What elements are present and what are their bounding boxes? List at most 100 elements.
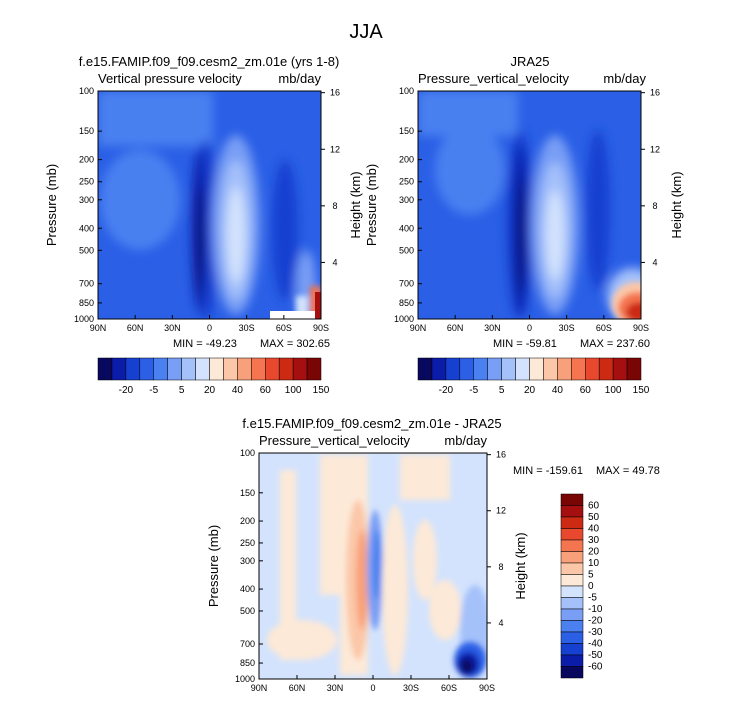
colorbar-label: -20 xyxy=(588,616,603,627)
colorbar-swatch xyxy=(487,357,502,381)
x-tick-label: 0 xyxy=(527,323,532,333)
colorbar-label: 60 xyxy=(588,501,600,512)
colorbar-swatch xyxy=(560,551,584,564)
colorbar-swatch xyxy=(97,357,113,381)
panel-reanalysis-title: JRA25 xyxy=(510,54,549,69)
colorbar-label: 5 xyxy=(499,385,505,396)
colorbar-swatch xyxy=(560,574,584,587)
colorbar-swatch xyxy=(195,357,210,381)
panel-model-min: MIN = -49.23 xyxy=(173,338,237,350)
y-tick-label: 300 xyxy=(399,195,414,205)
colorbar-label: 50 xyxy=(588,512,600,523)
colorbar-swatch xyxy=(560,539,584,552)
colorbar-swatch xyxy=(501,357,516,381)
height-tick-label: 4 xyxy=(498,618,503,628)
panel-difference-title: f.e15.FAMIP.f09_f09.cesm2_zm.01e - JRA25 xyxy=(242,416,501,431)
colorbar-swatch xyxy=(571,357,586,381)
x-tick-label: 90N xyxy=(251,683,268,693)
colorbar-swatch xyxy=(278,357,294,381)
panel-model-field xyxy=(98,91,321,319)
panel-model: f.e15.FAMIP.f09_f09.cesm2_zm.01e (yrs 1-… xyxy=(44,54,363,350)
y-tick-label: 1000 xyxy=(74,314,94,324)
y-tick-label: 150 xyxy=(240,488,255,498)
colorbar-swatch xyxy=(237,357,252,381)
colorbar-swatch xyxy=(459,357,474,381)
colorbar-swatch xyxy=(585,357,600,381)
y-tick-label: 400 xyxy=(79,223,94,233)
y-tick-label: 400 xyxy=(399,223,414,233)
colorbar-label: 100 xyxy=(605,385,622,396)
x-tick-label: 30N xyxy=(327,683,344,693)
colorbar-label: 150 xyxy=(313,385,330,396)
y-tick-label: 200 xyxy=(79,155,94,165)
x-tick-label: 60S xyxy=(596,323,612,333)
height-tick-label: 12 xyxy=(650,144,660,154)
colorbar-swatch xyxy=(626,357,642,381)
colorbar-swatch xyxy=(111,357,127,381)
figure-title: JJA xyxy=(349,21,383,43)
colorbar-label: 40 xyxy=(588,524,600,535)
colorbar-swatch xyxy=(560,585,584,598)
panel-model-max: MAX = 302.65 xyxy=(260,338,330,350)
colorbar-label: -5 xyxy=(588,593,597,604)
colorbar-swatch xyxy=(560,597,584,610)
colorbar-swatch xyxy=(125,357,141,381)
y-tick-label: 300 xyxy=(79,195,94,205)
panel-model-ylabel: Pressure (mb) xyxy=(44,164,59,246)
panel-difference-axes: 90N 60N 30N 0 30S 60S 90S 100 150 200 250 300 400 500… xyxy=(235,448,506,693)
y-tick-label: 1000 xyxy=(235,674,255,684)
height-tick-label: 12 xyxy=(496,506,506,516)
colorbar-label: -5 xyxy=(149,385,158,396)
x-tick-label: 60N xyxy=(127,323,144,333)
height-tick-label: 4 xyxy=(332,257,337,267)
panel-difference-ylabel: Pressure (mb) xyxy=(206,525,221,607)
x-tick-label: 90S xyxy=(313,323,329,333)
y-tick-label: 700 xyxy=(399,279,414,289)
colorbar-swatch xyxy=(167,357,182,381)
panel-difference-variable: Pressure_vertical_velocity xyxy=(259,433,411,448)
colorbar-swatch xyxy=(560,528,584,541)
x-tick-label: 30S xyxy=(559,323,575,333)
colorbar-label: -40 xyxy=(588,639,603,650)
y-tick-label: 100 xyxy=(399,86,414,96)
y-tick-label: 850 xyxy=(399,298,414,308)
colorbar-swatch xyxy=(560,620,584,633)
colorbar-swatch xyxy=(251,357,266,381)
panel-difference-min: MIN = -159.61 xyxy=(513,465,583,477)
x-tick-label: 60N xyxy=(289,683,306,693)
colorbar-label: 20 xyxy=(524,385,536,396)
x-tick-label: 90N xyxy=(90,323,107,333)
x-tick-label: 90N xyxy=(410,323,427,333)
y-tick-label: 250 xyxy=(240,538,255,548)
height-tick-label: 8 xyxy=(652,201,657,211)
colorbar-swatch xyxy=(560,608,584,621)
colorbar-label: -60 xyxy=(588,662,603,673)
colorbar-label: 5 xyxy=(588,570,594,581)
x-tick-label: 60N xyxy=(447,323,464,333)
colorbar-swatch xyxy=(292,357,308,381)
panel-reanalysis-field xyxy=(418,91,641,319)
colorbar-swatch xyxy=(417,357,433,381)
height-tick-label: 4 xyxy=(652,257,657,267)
panel-model-variable: Vertical pressure velocity xyxy=(98,71,242,86)
x-tick-label: 30S xyxy=(403,683,419,693)
colorbar-label: -5 xyxy=(469,385,478,396)
panel-difference-ylabel-right: Height (km) xyxy=(513,532,528,599)
x-tick-label: 30N xyxy=(164,323,181,333)
panel-difference-units: mb/day xyxy=(444,433,487,448)
y-tick-label: 200 xyxy=(240,516,255,526)
y-tick-label: 500 xyxy=(399,245,414,255)
colorbar-swatch xyxy=(560,643,584,656)
x-tick-label: 90S xyxy=(633,323,649,333)
panel-reanalysis-variable: Pressure_vertical_velocity xyxy=(418,71,570,86)
y-tick-label: 700 xyxy=(240,639,255,649)
colorbar-label: 60 xyxy=(580,385,592,396)
colorbar-swatch xyxy=(209,357,224,381)
colorbar-swatch xyxy=(431,357,447,381)
colorbar-label: 20 xyxy=(204,385,216,396)
colorbar-swatch xyxy=(612,357,628,381)
colorbar-swatch xyxy=(445,357,461,381)
colorbar-label: 10 xyxy=(588,558,600,569)
